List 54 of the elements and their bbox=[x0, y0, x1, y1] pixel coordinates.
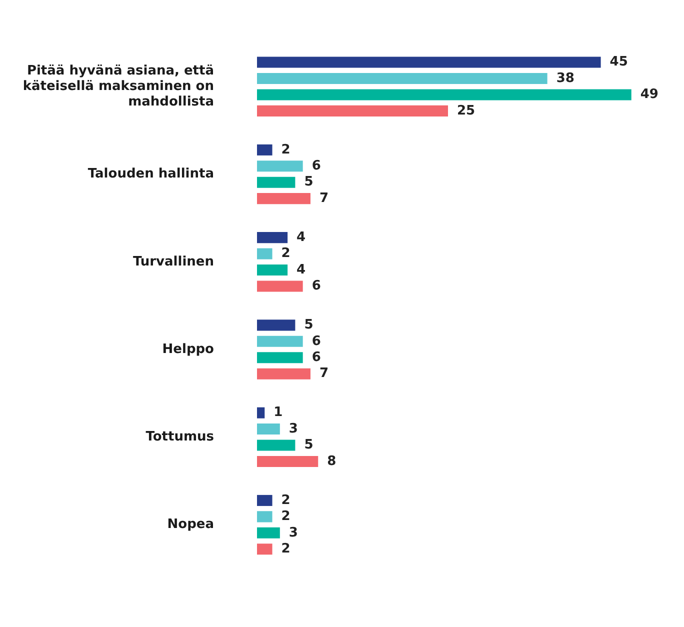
data-label: 4 bbox=[296, 262, 306, 278]
y-tick-label: Tottumus bbox=[146, 430, 214, 445]
data-label: 2 bbox=[281, 246, 290, 262]
data-label: 45 bbox=[610, 54, 628, 70]
data-label: 6 bbox=[312, 334, 321, 349]
bar bbox=[257, 89, 632, 100]
bar bbox=[257, 248, 272, 260]
bar bbox=[257, 160, 303, 172]
data-label: 25 bbox=[457, 103, 476, 118]
bar bbox=[257, 336, 303, 347]
bar bbox=[257, 280, 303, 292]
data-label: 2 bbox=[281, 509, 290, 524]
bar bbox=[257, 73, 548, 84]
data-label: 2 bbox=[281, 492, 290, 508]
data-label: 1 bbox=[274, 405, 283, 420]
bar bbox=[257, 368, 310, 380]
data-label: 5 bbox=[304, 438, 314, 453]
y-tick-label: Nopea bbox=[167, 517, 214, 532]
y-tick-label: Helppo bbox=[162, 342, 214, 357]
y-tick-label: Pitää hyvänä asiana, että käteisellä maksaminen on mahdollista bbox=[22, 63, 214, 110]
bar bbox=[257, 440, 296, 451]
data-label: 49 bbox=[640, 87, 658, 102]
bar bbox=[257, 494, 272, 506]
bar bbox=[257, 527, 280, 538]
data-label: 7 bbox=[319, 190, 329, 206]
bar bbox=[257, 193, 310, 204]
data-label: 38 bbox=[556, 70, 574, 86]
bar bbox=[257, 56, 601, 68]
bar bbox=[257, 232, 288, 244]
data-label: 6 bbox=[312, 278, 321, 294]
bar bbox=[257, 176, 296, 188]
bar bbox=[257, 105, 448, 116]
data-label: 6 bbox=[312, 350, 321, 365]
bar bbox=[257, 544, 272, 555]
bar bbox=[257, 320, 296, 331]
bar bbox=[257, 424, 280, 435]
data-label: 2 bbox=[281, 142, 290, 158]
data-label: 5 bbox=[304, 318, 314, 333]
bar bbox=[257, 456, 318, 467]
data-label: 3 bbox=[288, 421, 298, 436]
data-label: 2 bbox=[281, 541, 290, 556]
data-label: 5 bbox=[304, 174, 314, 190]
bar bbox=[257, 511, 272, 522]
data-label: 4 bbox=[296, 230, 306, 245]
y-tick-label: Turvallinen bbox=[132, 254, 214, 270]
data-label: 3 bbox=[288, 525, 298, 540]
bar bbox=[257, 144, 272, 156]
bar bbox=[257, 407, 265, 418]
data-label: 6 bbox=[312, 158, 321, 174]
bar bbox=[257, 264, 288, 276]
bar bbox=[257, 352, 303, 364]
data-label: 7 bbox=[319, 366, 329, 382]
data-label: 8 bbox=[327, 454, 336, 469]
y-tick-label: Talouden hallinta bbox=[88, 166, 214, 182]
